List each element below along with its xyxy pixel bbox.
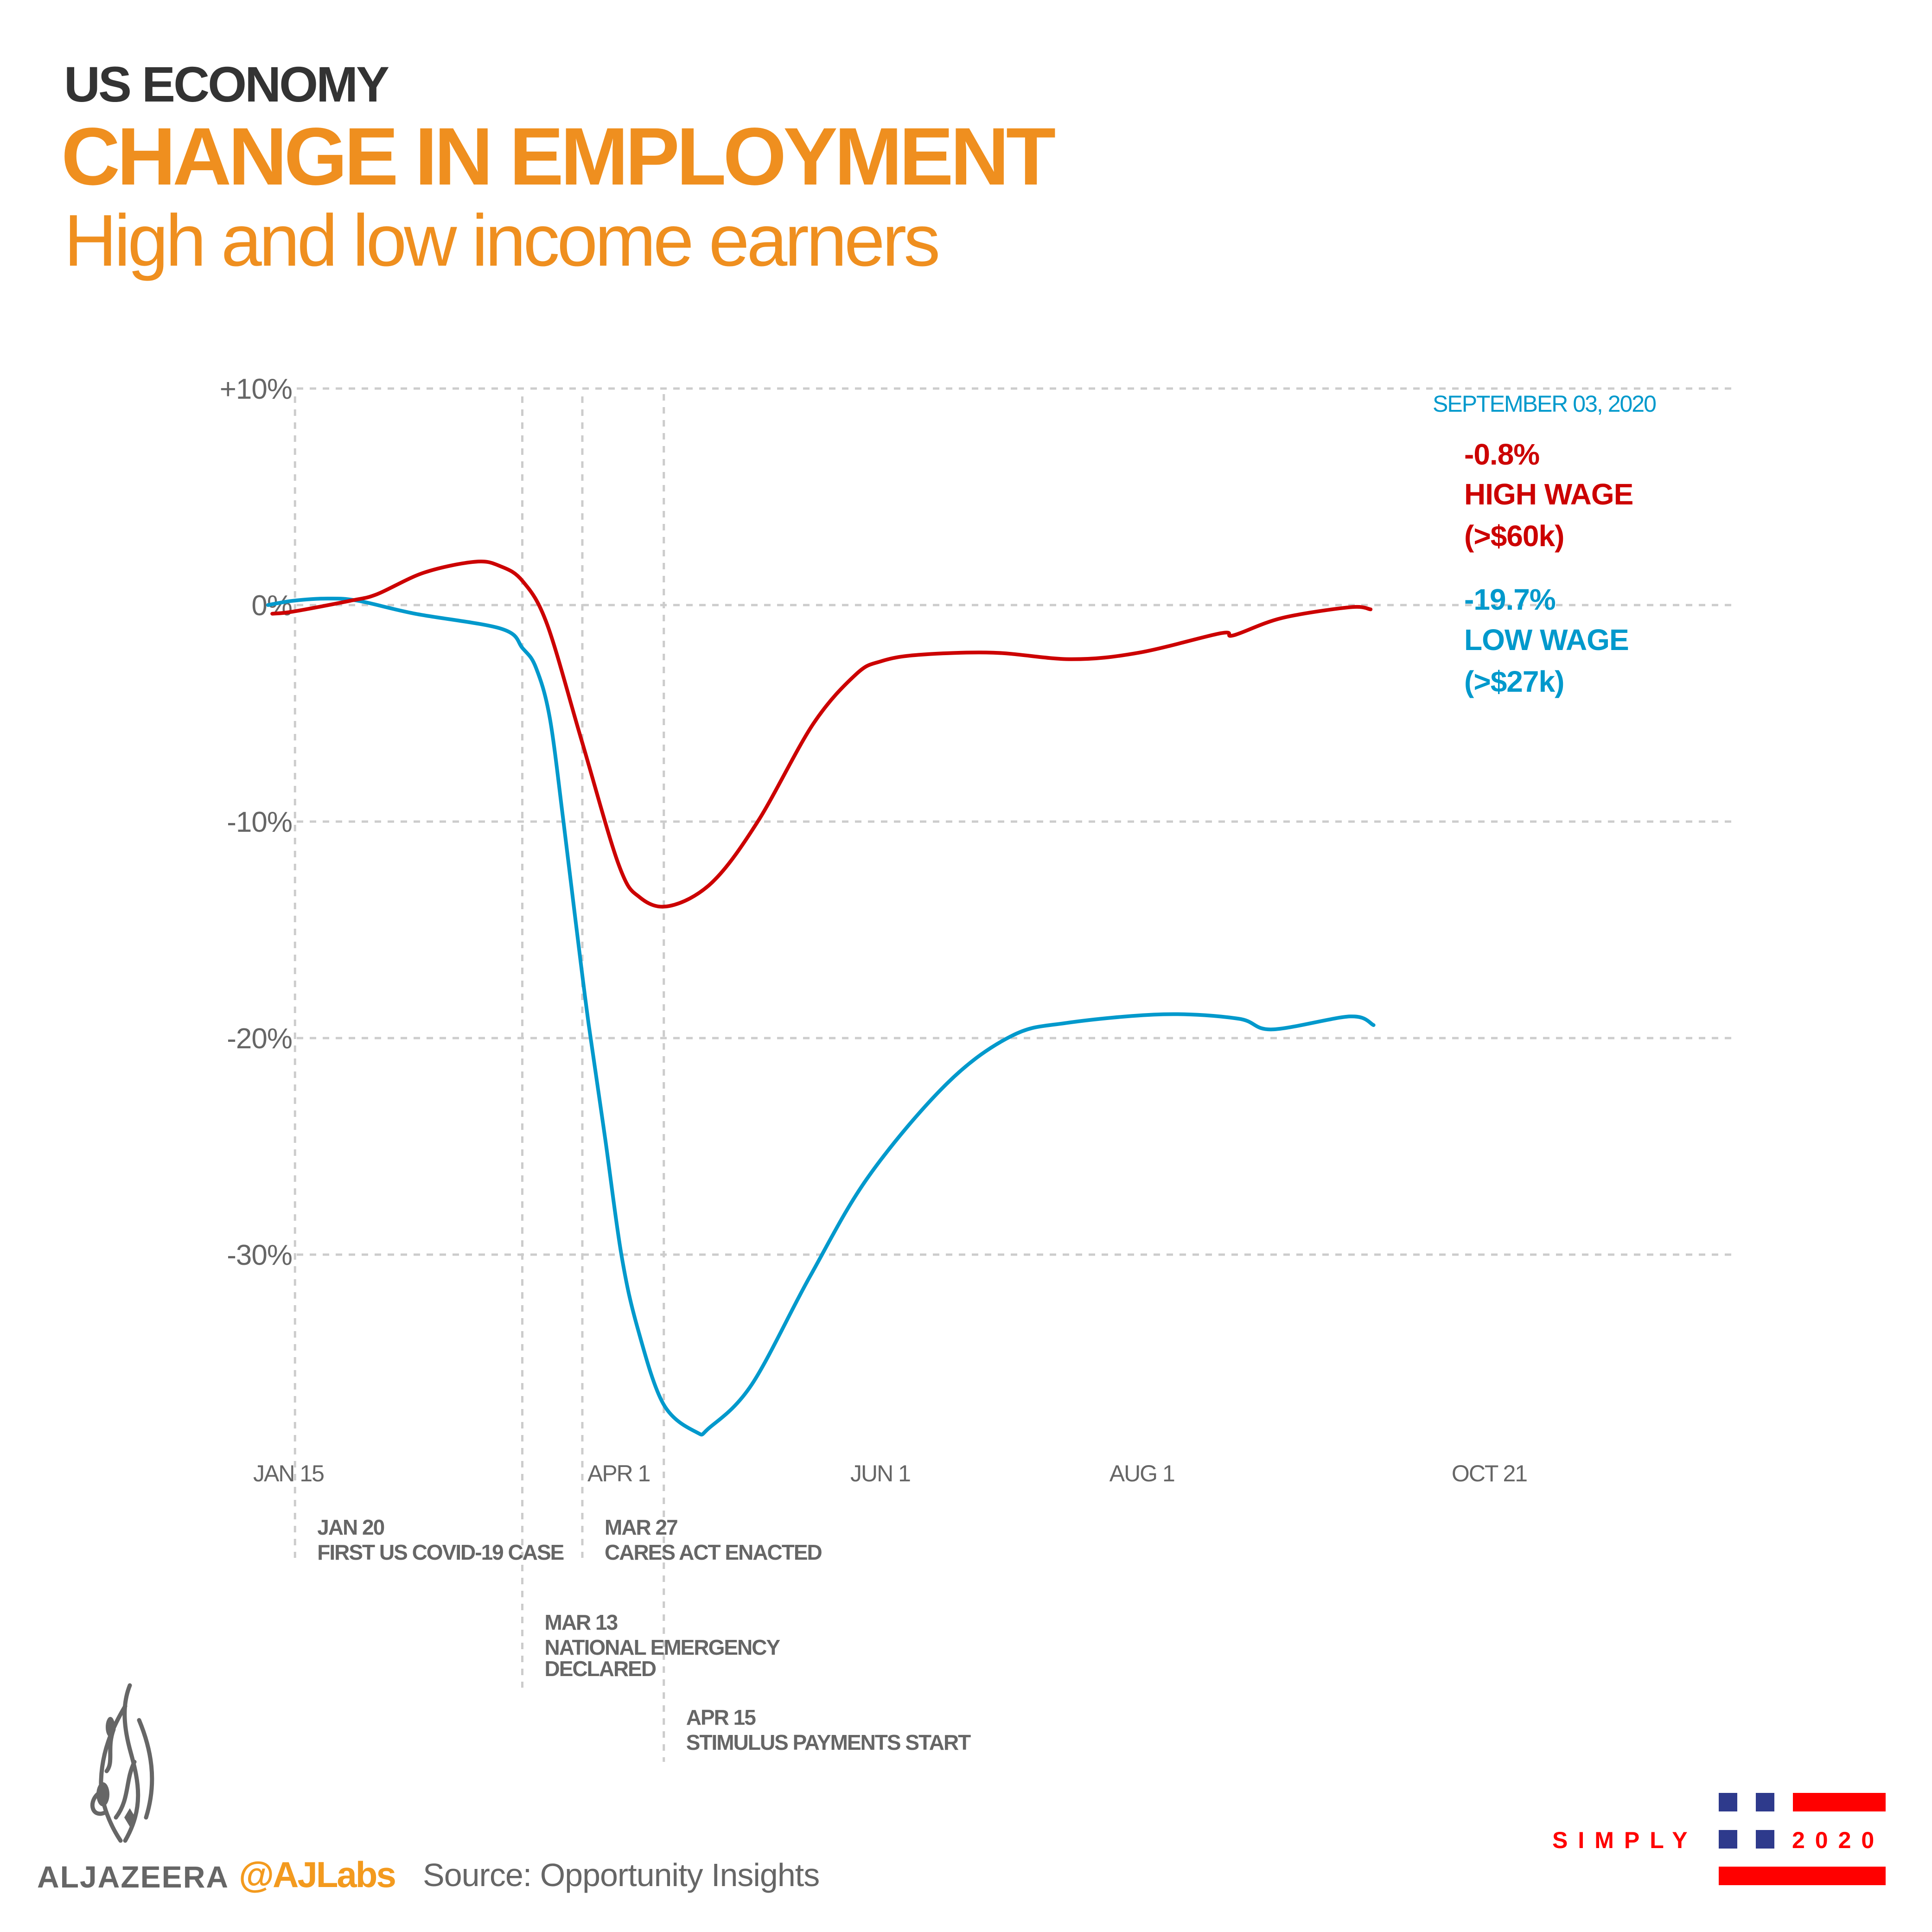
event-date: MAR 13: [545, 1610, 618, 1634]
logo-square-icon: [1719, 1793, 1737, 1811]
high-wage-range: (>$60k): [1464, 519, 1564, 553]
high-wage-line: [270, 560, 1373, 909]
y-tick-label: -10%: [227, 806, 292, 838]
brand-name: ALJAZEERA: [37, 1860, 230, 1894]
low-wage-label: LOW WAGE: [1464, 623, 1629, 657]
event-date: APR 15: [686, 1705, 756, 1729]
year-label: 2020: [1792, 1827, 1884, 1853]
logo-square-icon: [1756, 1793, 1774, 1811]
y-tick-label: -30%: [227, 1239, 292, 1271]
event-description: STIMULUS PAYMENTS START: [686, 1730, 971, 1754]
logo-square-icon: [1756, 1830, 1774, 1849]
high-wage-value: -0.8%: [1464, 438, 1539, 471]
annotation-date: SEPTEMBER 03, 2020: [1433, 391, 1656, 417]
event-description: NATIONAL EMERGENCY: [545, 1635, 780, 1659]
aljazeera-logo-icon: [90, 1683, 154, 1843]
event-description: FIRST US COVID-19 CASE: [317, 1540, 563, 1564]
kicker: US ECONOMY: [64, 56, 389, 112]
y-axis-labels: +10%0%-10%-20%-30%: [220, 373, 293, 1271]
low-wage-value: -19.7%: [1464, 583, 1556, 616]
social-handle: @AJLabs: [239, 1854, 396, 1895]
x-tick-label: JUN 1: [850, 1460, 910, 1486]
event-date: MAR 27: [605, 1515, 677, 1539]
event-date: JAN 20: [317, 1515, 384, 1539]
chart-subtitle: High and low income earners: [64, 200, 940, 281]
event-description: DECLARED: [545, 1657, 656, 1681]
source-credit: Source: Opportunity Insights: [423, 1857, 820, 1893]
x-tick-label: AUG 1: [1109, 1460, 1174, 1486]
simply-label: SIMPLY: [1552, 1827, 1698, 1853]
y-tick-label: -20%: [227, 1023, 292, 1055]
logo-bar-icon: [1719, 1867, 1886, 1885]
y-tick-label: +10%: [220, 373, 292, 405]
low-wage-range: (>$27k): [1464, 665, 1564, 698]
series-lines: [266, 560, 1376, 1437]
horizontal-gridlines: [297, 387, 1734, 1256]
event-description: CARES ACT ENACTED: [605, 1540, 822, 1564]
simply-2020-logo: SIMPLY 2020: [1552, 1793, 1886, 1885]
logo-bar-icon: [1793, 1793, 1886, 1811]
chart-title: CHANGE IN EMPLOYMENT: [61, 111, 1056, 202]
low-wage-line: [266, 596, 1376, 1437]
logo-square-icon: [1719, 1830, 1737, 1849]
end-annotation: SEPTEMBER 03, 2020 -0.8% HIGH WAGE (>$60…: [1433, 391, 1657, 698]
x-axis-labels: JAN 15 APR 1 JUN 1 AUG 1 OCT 21: [253, 1460, 1528, 1486]
x-tick-label: OCT 21: [1452, 1460, 1527, 1486]
high-wage-label: HIGH WAGE: [1464, 478, 1633, 511]
x-tick-label: APR 1: [587, 1460, 650, 1486]
x-tick-label: JAN 15: [253, 1460, 324, 1486]
